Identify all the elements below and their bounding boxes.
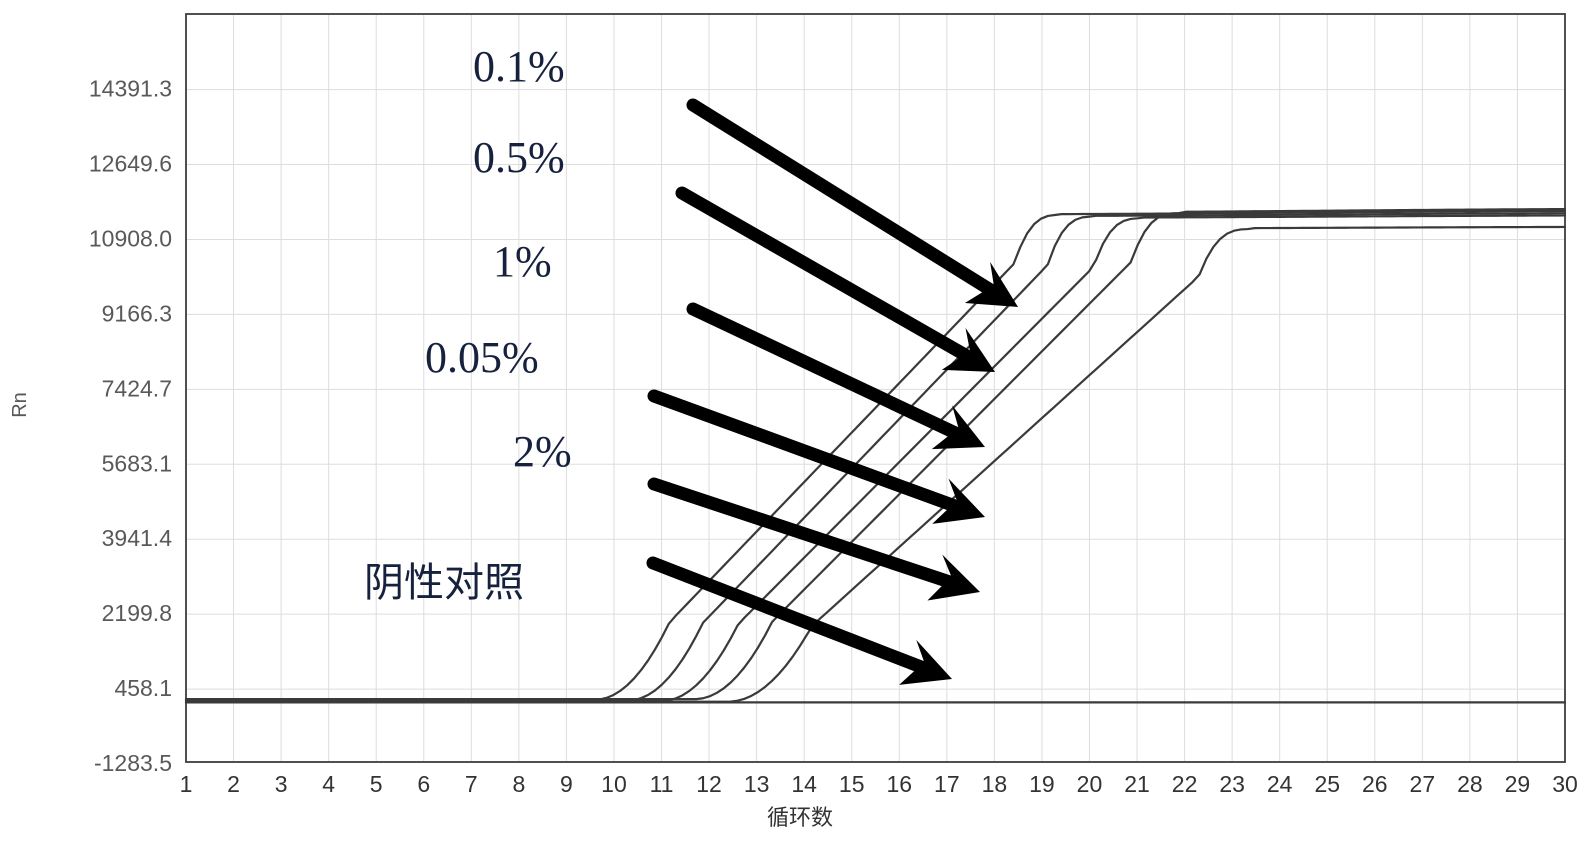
svg-text:9: 9 [560,771,573,797]
svg-text:16: 16 [886,771,912,797]
svg-text:30: 30 [1552,771,1578,797]
svg-text:5683.1: 5683.1 [102,450,172,476]
svg-text:6: 6 [417,771,430,797]
svg-text:8: 8 [512,771,525,797]
svg-text:1: 1 [180,771,193,797]
svg-text:15: 15 [839,771,865,797]
svg-text:2199.8: 2199.8 [102,600,172,626]
svg-text:19: 19 [1029,771,1055,797]
svg-text:12: 12 [696,771,722,797]
svg-text:循环数: 循环数 [767,805,833,830]
svg-text:25: 25 [1314,771,1340,797]
svg-text:3941.4: 3941.4 [102,525,173,551]
svg-text:12649.6: 12649.6 [89,151,172,177]
svg-text:9166.3: 9166.3 [102,300,172,326]
svg-text:26: 26 [1362,771,1388,797]
svg-text:2: 2 [227,771,240,797]
svg-text:13: 13 [744,771,770,797]
svg-text:7424.7: 7424.7 [102,375,172,401]
svg-text:10908.0: 10908.0 [89,225,172,251]
svg-text:27: 27 [1410,771,1436,797]
svg-text:29: 29 [1505,771,1531,797]
svg-text:22: 22 [1172,771,1198,797]
svg-text:18: 18 [982,771,1008,797]
svg-text:-1283.5: -1283.5 [94,750,172,776]
svg-text:阴性对照: 阴性对照 [364,561,524,605]
svg-text:4: 4 [322,771,335,797]
svg-text:0.05%: 0.05% [425,333,539,382]
svg-text:10: 10 [601,771,627,797]
svg-text:14: 14 [791,771,817,797]
svg-text:0.1%: 0.1% [473,42,565,91]
svg-text:5: 5 [370,771,383,797]
svg-text:14391.3: 14391.3 [89,76,172,102]
svg-text:20: 20 [1077,771,1103,797]
svg-text:2%: 2% [513,427,572,476]
svg-text:17: 17 [934,771,960,797]
svg-text:23: 23 [1219,771,1245,797]
svg-text:24: 24 [1267,771,1293,797]
svg-text:7: 7 [465,771,478,797]
svg-text:Rn: Rn [9,392,31,418]
svg-text:21: 21 [1124,771,1150,797]
svg-text:28: 28 [1457,771,1483,797]
svg-text:11: 11 [650,771,674,797]
svg-text:1%: 1% [493,237,552,286]
svg-text:3: 3 [275,771,288,797]
svg-text:0.5%: 0.5% [473,133,565,182]
svg-text:458.1: 458.1 [114,675,172,701]
